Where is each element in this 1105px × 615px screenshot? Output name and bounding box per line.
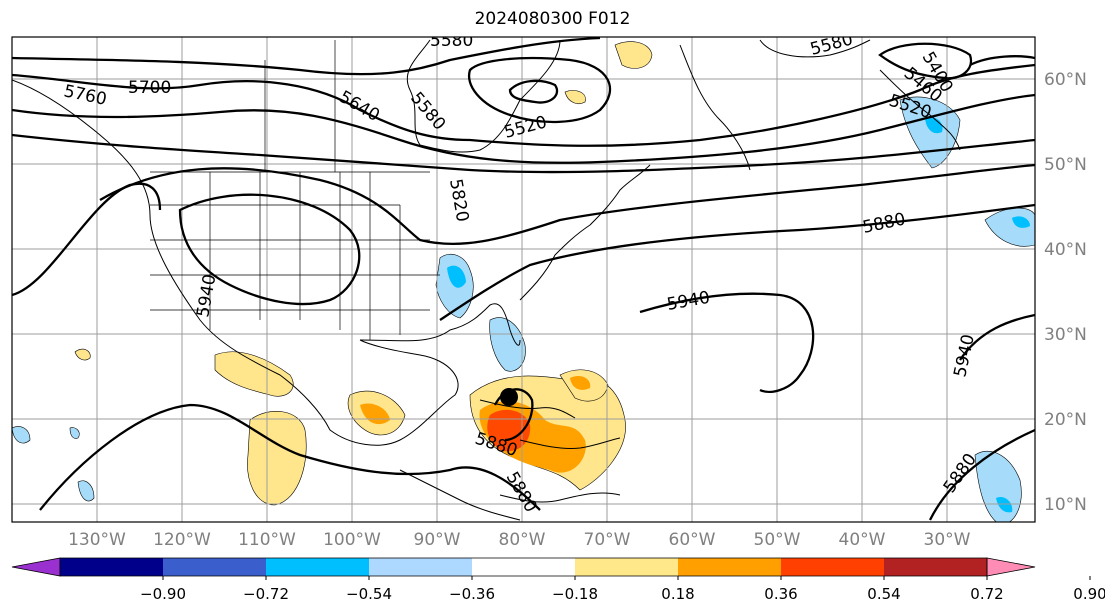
colorbar-tick-label: −0.18 [552,585,598,603]
lon-label: 50°W [754,530,801,550]
height-contours [12,37,1035,521]
lon-label: 70°W [584,530,631,550]
lat-label: 20°N [1044,410,1087,430]
colorbar-segment [884,558,988,576]
colorbar-tick-label: 0.54 [867,585,900,603]
colorbar-segment [163,558,267,576]
colorbar-tick-label: −0.72 [243,585,289,603]
colorbar-extend-min [11,557,61,577]
colorbar-segment [678,558,782,576]
lon-label: 40°W [839,530,886,550]
colorbar-tick-label: −0.36 [449,585,495,603]
coastlines [12,39,961,521]
colorbar-tick-label: −0.90 [140,585,186,603]
colorbar-segment [60,558,164,576]
colorbar-tick-label: 0.18 [661,585,694,603]
lat-label: 40°N [1044,240,1087,260]
map-frame [11,36,1036,523]
negative-anomaly-blue [447,116,1030,513]
lon-label: 110°W [238,530,296,550]
lon-label: 90°W [414,530,461,550]
lon-label: 130°W [68,530,126,550]
longitude-labels: 130°W 120°W 110°W 100°W 90°W 80°W 70°W 6… [68,530,971,550]
lat-label: 30°N [1044,325,1087,345]
colorbar-segment [266,558,370,576]
lon-label: 100°W [323,530,381,550]
colorbar-extend-max [986,557,1036,577]
contour-label: 5700 [128,78,171,98]
colorbar: −0.90 −0.72 −0.54 −0.36 −0.18 0.18 0.36 0.54 0.7… [11,557,1105,603]
positive-anomaly-red [487,409,531,452]
colorbar-tick-label: −0.54 [346,585,392,603]
figure-title: 2024080300 F012 [474,9,631,29]
lon-label: 80°W [499,530,546,550]
lat-label: 60°N [1044,70,1087,90]
lat-label: 10°N [1044,495,1087,515]
colorbar-tick-label: 0.90 [1073,585,1105,603]
lon-label: 30°W [924,530,971,550]
lat-label: 50°N [1044,155,1087,175]
colorbar-segment [575,558,679,576]
storm-center-marker [500,388,518,406]
latitude-labels: 60°N 50°N 40°N 30°N 20°N 10°N [1044,70,1087,515]
colorbar-tick-label: 0.72 [970,585,1003,603]
lon-label: 120°W [153,530,211,550]
colorbar-tick-label: 0.36 [764,585,797,603]
colorbar-segment [781,558,885,576]
lon-label: 60°W [669,530,716,550]
colorbar-segment [472,558,576,576]
colorbar-segment [369,558,473,576]
contour-label: 5580 [430,31,473,51]
